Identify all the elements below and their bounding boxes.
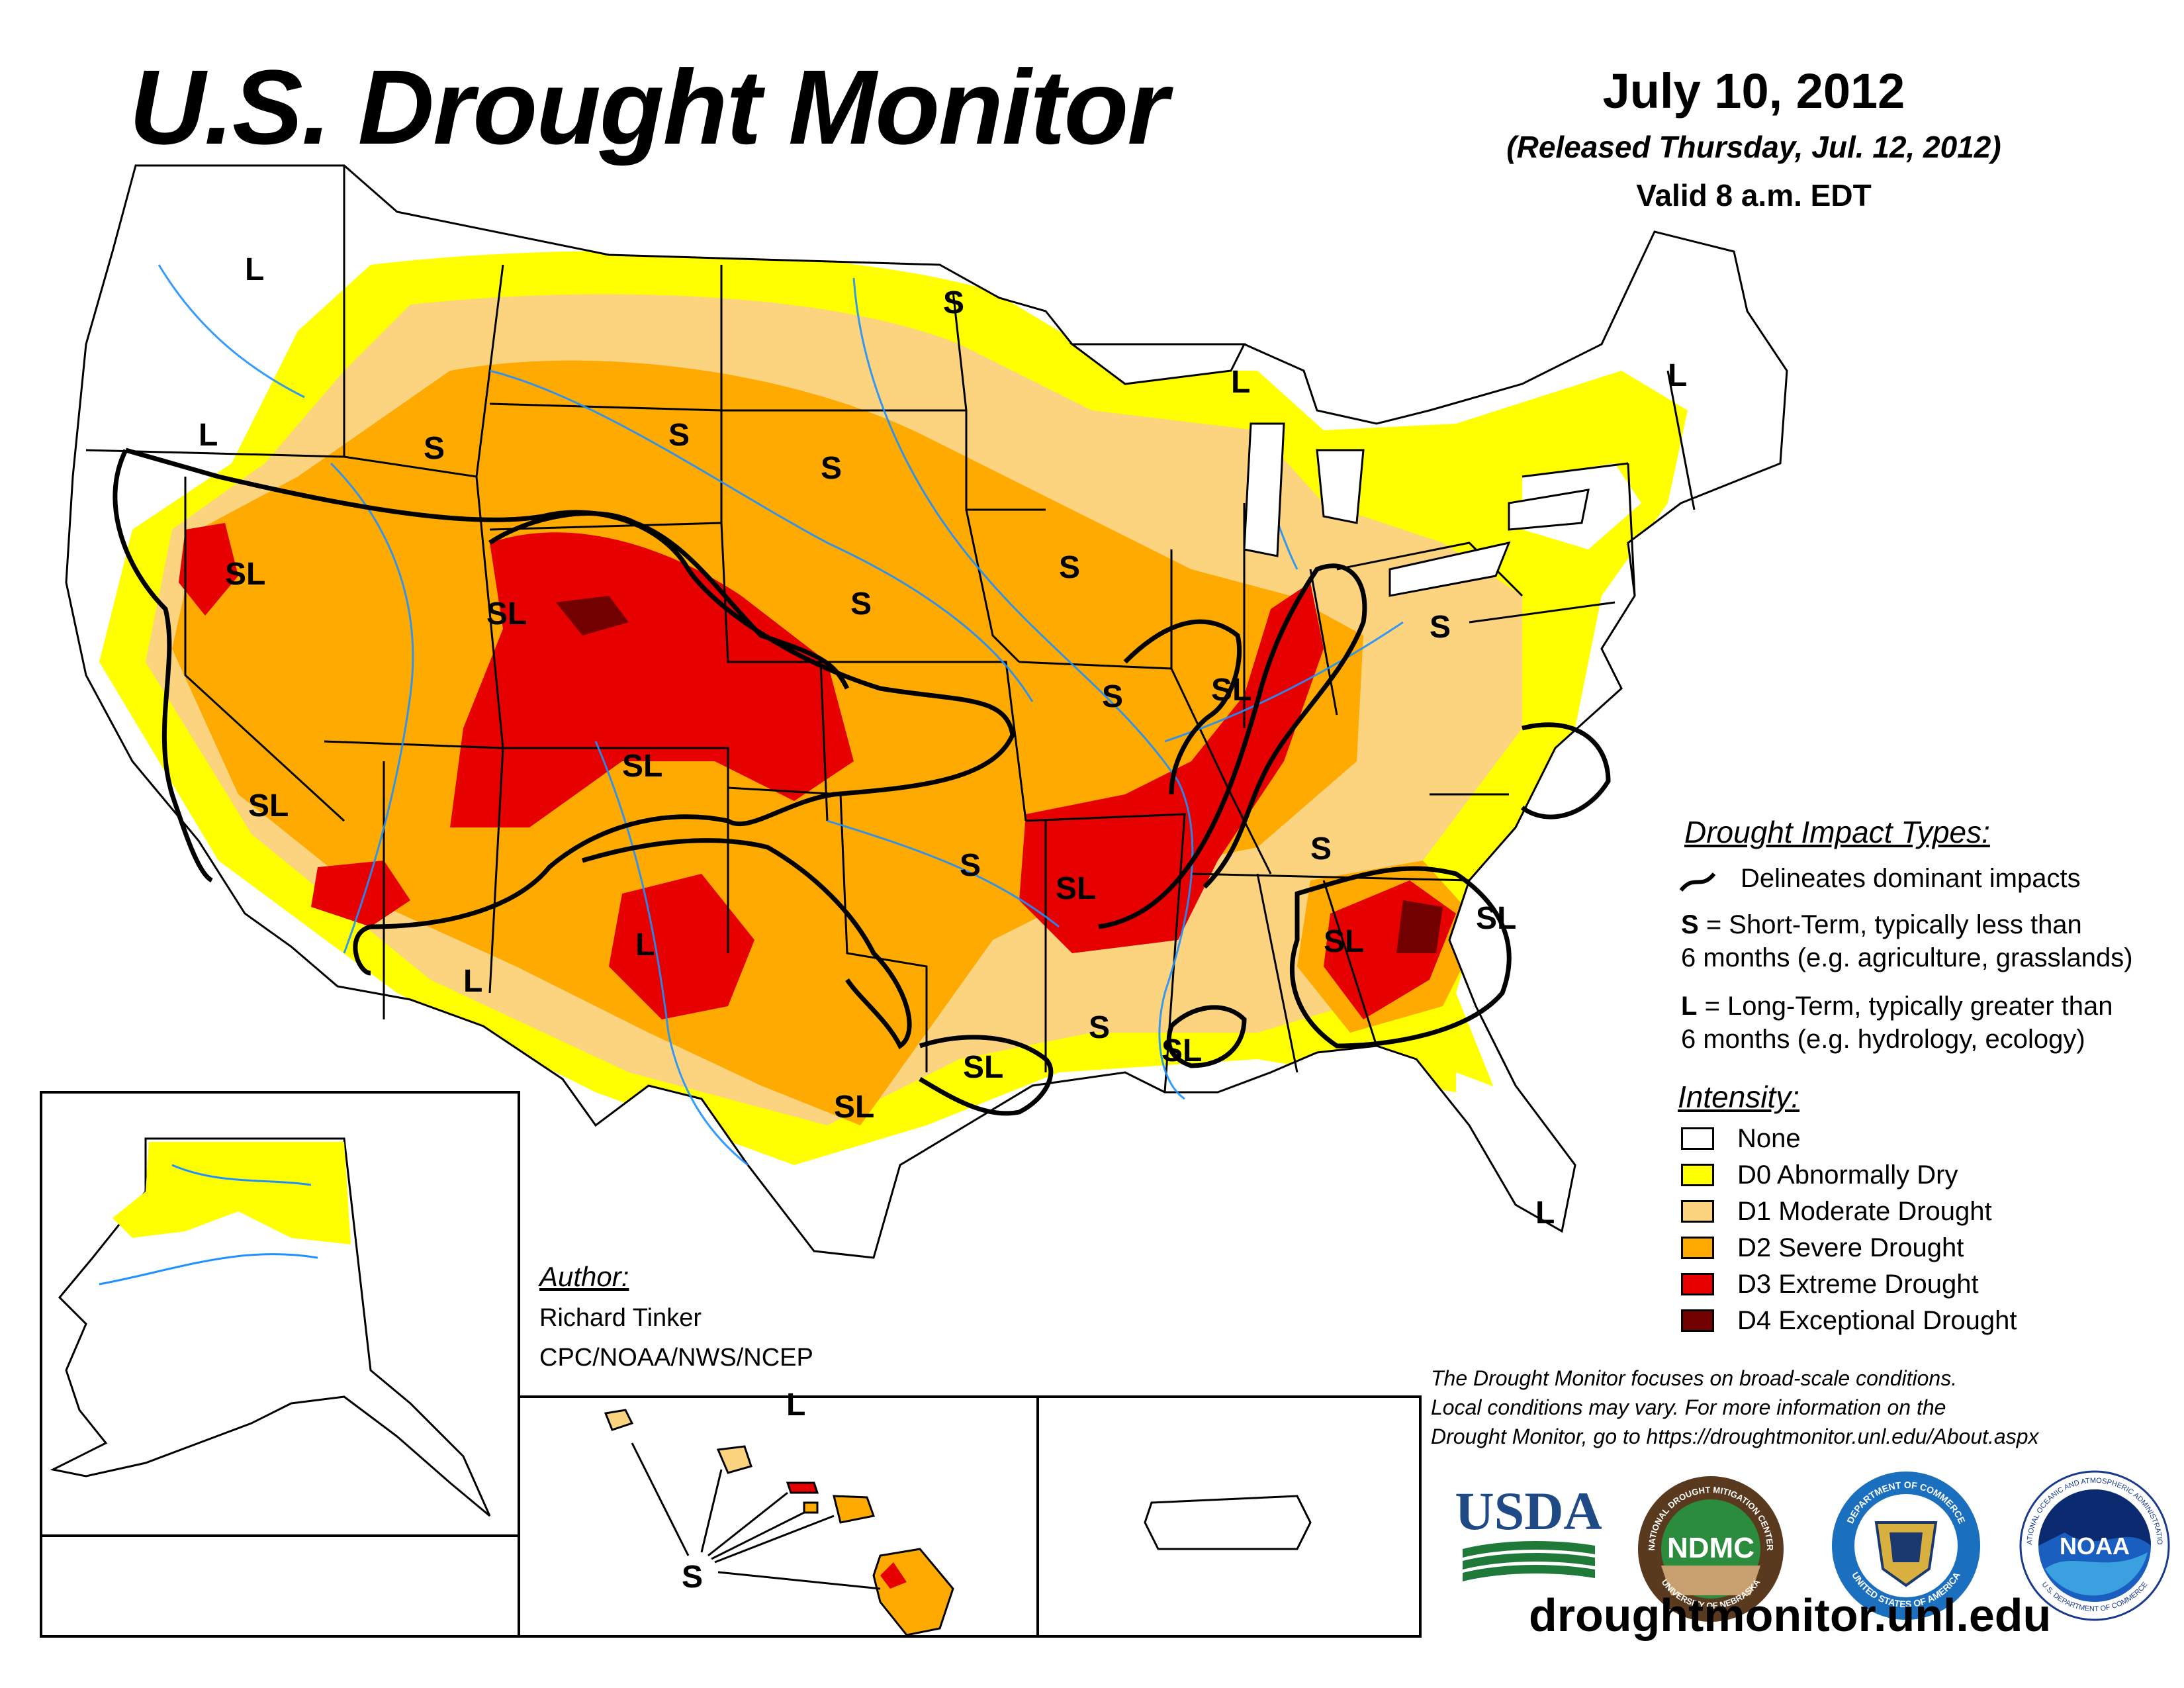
- d3-area-nm: [609, 874, 754, 1019]
- alaska-map: [50, 1137, 491, 1517]
- map-label: S: [960, 848, 981, 883]
- noaa-logo: NOAA NATIONAL OCEANIC AND ATMOSPHERIC AD…: [2019, 1470, 2170, 1621]
- map-label: S: [1310, 831, 1332, 867]
- commerce-logo: DEPARTMENT OF COMMERCE UNITED STATES OF …: [1832, 1472, 1980, 1620]
- d4-area-ga: [1396, 900, 1443, 953]
- long-term-key: L: [1681, 992, 1698, 1021]
- impact-legend-heading: Drought Impact Types:: [1684, 815, 1990, 849]
- note-line: The Drought Monitor focuses on broad-sca…: [1431, 1366, 1958, 1390]
- website-link[interactable]: droughtmonitor.unl.edu: [1529, 1589, 2052, 1641]
- legend-label: D1 Moderate Drought: [1737, 1197, 1992, 1226]
- ndmc-logo: NDMC NATIONAL DROUGHT MITIGATION CENTER …: [1638, 1476, 1784, 1622]
- map-label: S: [668, 418, 690, 453]
- map-label: S: [943, 285, 965, 320]
- legend-label: None: [1737, 1124, 1801, 1153]
- d3-area-nv: [179, 523, 238, 616]
- inset-frames: [40, 1091, 1422, 1638]
- map-label: SL: [225, 557, 266, 592]
- none-area-wa: [99, 199, 298, 397]
- valid-time: Valid 8 a.m. EDT: [1636, 178, 1872, 212]
- release-date: (Released Thursday, Jul. 12, 2012): [1506, 130, 2001, 164]
- legend-swatch-d0: [1681, 1164, 1714, 1186]
- short-term-desc-2: 6 months (e.g. agriculture, grasslands): [1681, 943, 2133, 972]
- map-label: SL: [963, 1050, 1004, 1085]
- map-label: L: [463, 964, 483, 999]
- map-date: July 10, 2012: [1602, 64, 1905, 118]
- map-label: S: [821, 451, 842, 486]
- map-label: L: [199, 418, 218, 453]
- legend-swatch-d3: [1681, 1273, 1714, 1295]
- intensity-legend-heading: Intensity:: [1678, 1080, 1800, 1114]
- impact-line-symbol: [1679, 872, 1716, 892]
- legend-swatch-d2: [1681, 1237, 1714, 1259]
- map-label: SL: [1211, 673, 1252, 708]
- map-label: S: [1102, 679, 1124, 714]
- author-heading: Author:: [539, 1261, 629, 1292]
- short-term-label: S = Short-Term, typically less than: [1681, 910, 2082, 940]
- map-label: SL: [1324, 924, 1365, 959]
- hawaii-map: [604, 1409, 954, 1636]
- map-label: SL: [248, 788, 289, 823]
- usda-logo: USDA: [1456, 1481, 1602, 1581]
- long-term-label: L = Long-Term, typically greater than: [1681, 992, 2113, 1021]
- state-borders: [65, 164, 1788, 1259]
- long-term-desc-2: 6 months (e.g. hydrology, ecology): [1681, 1025, 2085, 1054]
- legend-swatch-d1: [1681, 1200, 1714, 1223]
- d3-area-mid: [1019, 583, 1324, 953]
- short-term-key: S: [1681, 910, 1699, 939]
- disclaimer-note: The Drought Monitor focuses on broad-sca…: [1431, 1364, 2172, 1451]
- map-label: L: [1231, 365, 1251, 400]
- long-term-desc: = Long-Term, typically greater than: [1704, 992, 2113, 1021]
- note-line: Drought Monitor, go to https://droughtmo…: [1431, 1425, 2039, 1448]
- author-name: Richard Tinker: [539, 1304, 702, 1332]
- legend-label: D4 Exceptional Drought: [1737, 1306, 2017, 1335]
- d4-area-co: [556, 596, 629, 635]
- great-lakes: [1069, 343, 1590, 597]
- impact-line-label: Delineates dominant impacts: [1741, 864, 2081, 893]
- legend-swatch-d4: [1681, 1309, 1714, 1332]
- ndmc-logo-text: NDMC: [1667, 1532, 1754, 1564]
- map-label: S: [850, 586, 872, 622]
- conus-map: [66, 165, 1787, 1258]
- map-label: L: [1535, 1196, 1555, 1231]
- map-label: L: [245, 252, 265, 287]
- note-line: Local conditions may vary. For more info…: [1431, 1395, 1946, 1419]
- short-term-desc: = Short-Term, typically less than: [1706, 910, 2082, 939]
- puerto-rico-map: [1144, 1495, 1312, 1550]
- impact-boundaries: [113, 447, 1611, 1116]
- legend-swatch-none: [1681, 1127, 1714, 1150]
- map-title: U.S. Drought Monitor: [129, 48, 1169, 166]
- d3-area-central: [450, 532, 854, 827]
- map-label: S: [1059, 550, 1081, 585]
- map-label: L: [786, 1387, 806, 1423]
- author-org: CPC/NOAA/NWS/NCEP: [539, 1344, 813, 1372]
- legend-label: D2 Severe Drought: [1737, 1233, 1964, 1262]
- legend-label: D0 Abnormally Dry: [1737, 1160, 1958, 1190]
- map-label: SL: [1476, 901, 1517, 936]
- usda-logo-text: USDA: [1456, 1481, 1602, 1541]
- map-label: SL: [622, 749, 663, 784]
- map-label: SL: [1056, 871, 1097, 906]
- map-label: S: [1430, 610, 1451, 645]
- map-label: S: [1089, 1010, 1111, 1045]
- map-label: L: [635, 927, 655, 962]
- map-label: S: [424, 431, 445, 466]
- d3-area-az: [311, 861, 410, 927]
- map-label: SL: [1161, 1033, 1203, 1068]
- noaa-logo-text: NOAA: [2060, 1532, 2130, 1560]
- map-label: S: [682, 1560, 704, 1595]
- map-label: SL: [834, 1090, 875, 1125]
- legend-label: D3 Extreme Drought: [1737, 1270, 1979, 1299]
- map-label: SL: [486, 596, 527, 632]
- map-label: L: [1668, 358, 1688, 393]
